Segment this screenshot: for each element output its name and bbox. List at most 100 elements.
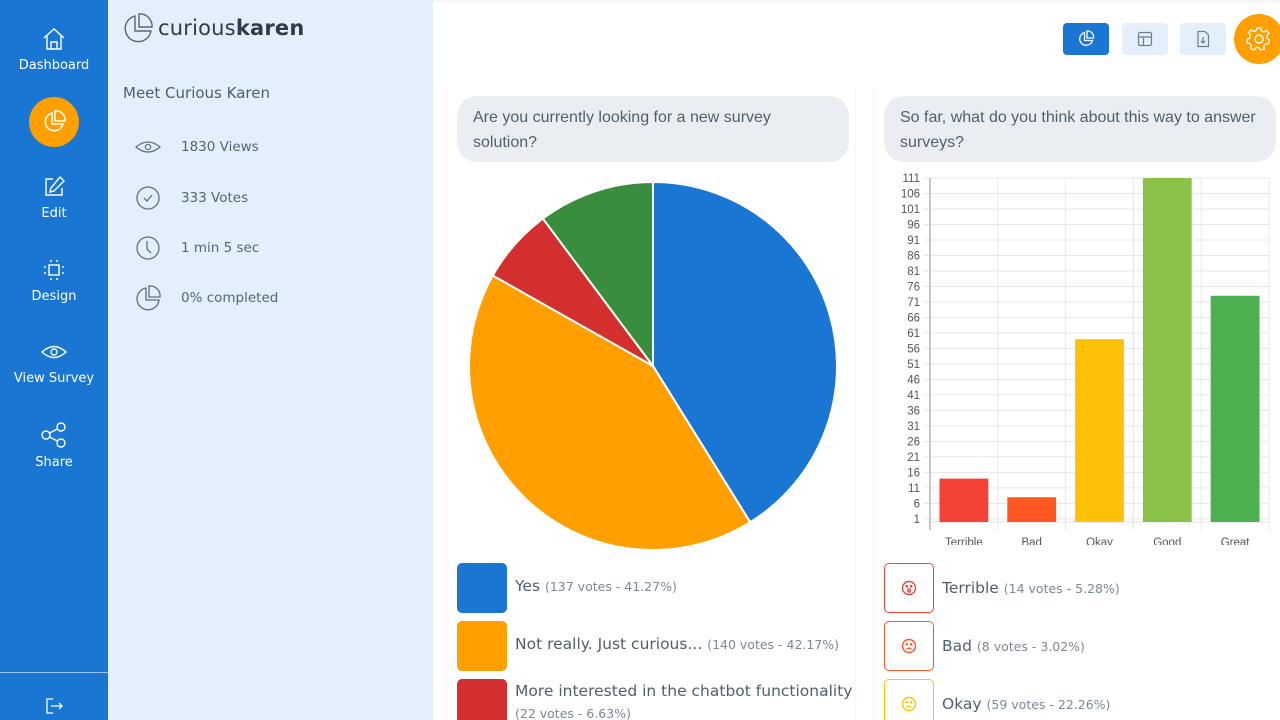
pie-chart-icon: [1079, 30, 1095, 46]
y-tick-label: 76: [907, 281, 920, 293]
pie-slice[interactable]: [652, 180, 838, 524]
question-card-2: So far, what do you think about this way…: [873, 88, 1280, 720]
bar[interactable]: [1075, 339, 1124, 522]
pie-slice[interactable]: [468, 274, 752, 551]
question-text: Are you currently looking for a new surv…: [457, 96, 849, 162]
bar[interactable]: [1142, 178, 1192, 522]
share-icon: [41, 422, 66, 448]
nav-item-results[interactable]: [29, 97, 79, 147]
gear-icon: [1246, 27, 1271, 51]
chart-view-button[interactable]: [1063, 23, 1109, 55]
answer-label: Okay: [942, 694, 982, 713]
stat-text: 333 Votes: [181, 190, 249, 206]
astonished-face-icon: [901, 580, 917, 596]
survey-info-panel: curiouskaren Meet Curious Karen 1830 Vie…: [108, 0, 433, 720]
x-tick-label: Okay: [1086, 537, 1113, 545]
results-area: Are you currently looking for a new surv…: [433, 0, 1280, 720]
y-tick-label: 71: [907, 297, 920, 309]
pie-chart: [468, 180, 838, 551]
legend-item: Yes (137 votes - 41.27%): [457, 563, 677, 613]
topbar: [433, 0, 1280, 4]
logo[interactable]: curiouskaren: [122, 12, 305, 44]
nav-label: Share: [35, 455, 73, 470]
legend-label: Okay (59 votes - 22.26%): [942, 693, 1110, 716]
y-tick-label: 16: [907, 467, 920, 479]
y-tick-label: 91: [907, 235, 920, 247]
legend-label: Yes (137 votes - 41.27%): [515, 575, 677, 598]
nav-item-dashboard[interactable]: Dashboard: [0, 26, 108, 73]
y-tick-label: 61: [907, 328, 920, 340]
stat-views: 1830 Views: [134, 136, 259, 158]
settings-button[interactable]: [1234, 14, 1280, 64]
answer-meta: (22 votes - 6.63%): [515, 706, 631, 720]
nav-item-edit[interactable]: Edit: [0, 174, 108, 221]
nav-label: Edit: [41, 206, 67, 221]
nav-label: Design: [31, 289, 77, 304]
y-tick-label: 66: [907, 312, 920, 324]
y-tick-label: 6: [914, 498, 920, 510]
x-tick-label: Terrible: [945, 537, 983, 545]
stat-text: 1 min 5 sec: [181, 240, 260, 256]
answer-meta: (14 votes - 5.28%): [1003, 580, 1120, 596]
table-icon: [1137, 31, 1153, 47]
stat-text: 0% completed: [181, 290, 279, 306]
answer-meta: (8 votes - 3.02%): [976, 638, 1085, 654]
check-circle-icon: [136, 186, 160, 210]
answer-meta: (137 votes - 41.27%): [544, 578, 677, 594]
stat-votes: 333 Votes: [134, 185, 248, 211]
legend-item: Terrible (14 votes - 5.28%): [884, 563, 1120, 613]
brand-name: curiouskaren: [158, 16, 305, 40]
sad-face-icon: [901, 638, 917, 654]
legend-swatch: [457, 563, 507, 613]
answer-label: Yes: [515, 576, 541, 595]
y-tick-label: 51: [907, 359, 920, 371]
y-tick-label: 11: [908, 483, 920, 495]
legend-swatch: [457, 679, 507, 720]
question-card-1: Are you currently looking for a new surv…: [446, 88, 856, 720]
answer-label: More interested in the chatbot functiona…: [515, 682, 853, 700]
rating-box: [884, 563, 934, 613]
y-tick-label: 56: [907, 343, 920, 355]
legend-label: Not really. Just curious... (140 votes -…: [515, 633, 839, 656]
x-tick-label: Great: [1221, 537, 1251, 545]
bar[interactable]: [1007, 497, 1057, 522]
pie-slice[interactable]: [541, 180, 654, 370]
answer-label: Terrible: [942, 578, 999, 597]
answer-meta: (140 votes - 42.17%): [707, 636, 840, 652]
logo-pie-icon: [124, 13, 153, 43]
legend-swatch: [457, 621, 507, 671]
y-tick-label: 81: [907, 266, 920, 278]
bar[interactable]: [1210, 295, 1260, 522]
y-tick-label: 106: [901, 188, 920, 200]
legend-label: Terrible (14 votes - 5.28%): [942, 577, 1120, 600]
bar-chart: 1611162126313641465156616671768186919610…: [901, 173, 1270, 545]
stat-completion: 0% completed: [134, 285, 278, 311]
y-tick-label: 101: [901, 204, 920, 216]
y-tick-label: 21: [907, 452, 920, 464]
nav-label: Dashboard: [18, 58, 90, 73]
table-view-button[interactable]: [1122, 23, 1168, 55]
nav-item-design[interactable]: Design: [0, 257, 108, 304]
nav-item-view-survey[interactable]: View Survey: [0, 339, 108, 386]
answer-label: Not really. Just curious...: [515, 634, 703, 653]
nav-item-share[interactable]: Share: [0, 421, 108, 470]
x-tick-label: Good: [1153, 537, 1181, 545]
design-icon: [44, 260, 64, 280]
y-tick-label: 26: [907, 436, 920, 448]
rating-box: [884, 679, 934, 720]
eye-icon: [40, 345, 68, 359]
bar[interactable]: [939, 478, 989, 522]
export-button[interactable]: [1180, 23, 1226, 55]
download-file-icon: [1197, 30, 1210, 48]
y-tick-label: 31: [907, 421, 920, 433]
home-icon: [43, 28, 65, 50]
legend-label: More interested in the chatbot functiona…: [515, 680, 855, 720]
y-tick-label: 111: [903, 173, 920, 185]
stat-duration: 1 min 5 sec: [134, 235, 259, 261]
brand-bold: karen: [235, 16, 305, 40]
y-tick-label: 96: [907, 219, 920, 231]
rating-box: [884, 621, 934, 671]
logout-button[interactable]: [44, 697, 64, 719]
y-tick-label: 41: [907, 390, 920, 402]
logout-icon: [46, 698, 63, 714]
